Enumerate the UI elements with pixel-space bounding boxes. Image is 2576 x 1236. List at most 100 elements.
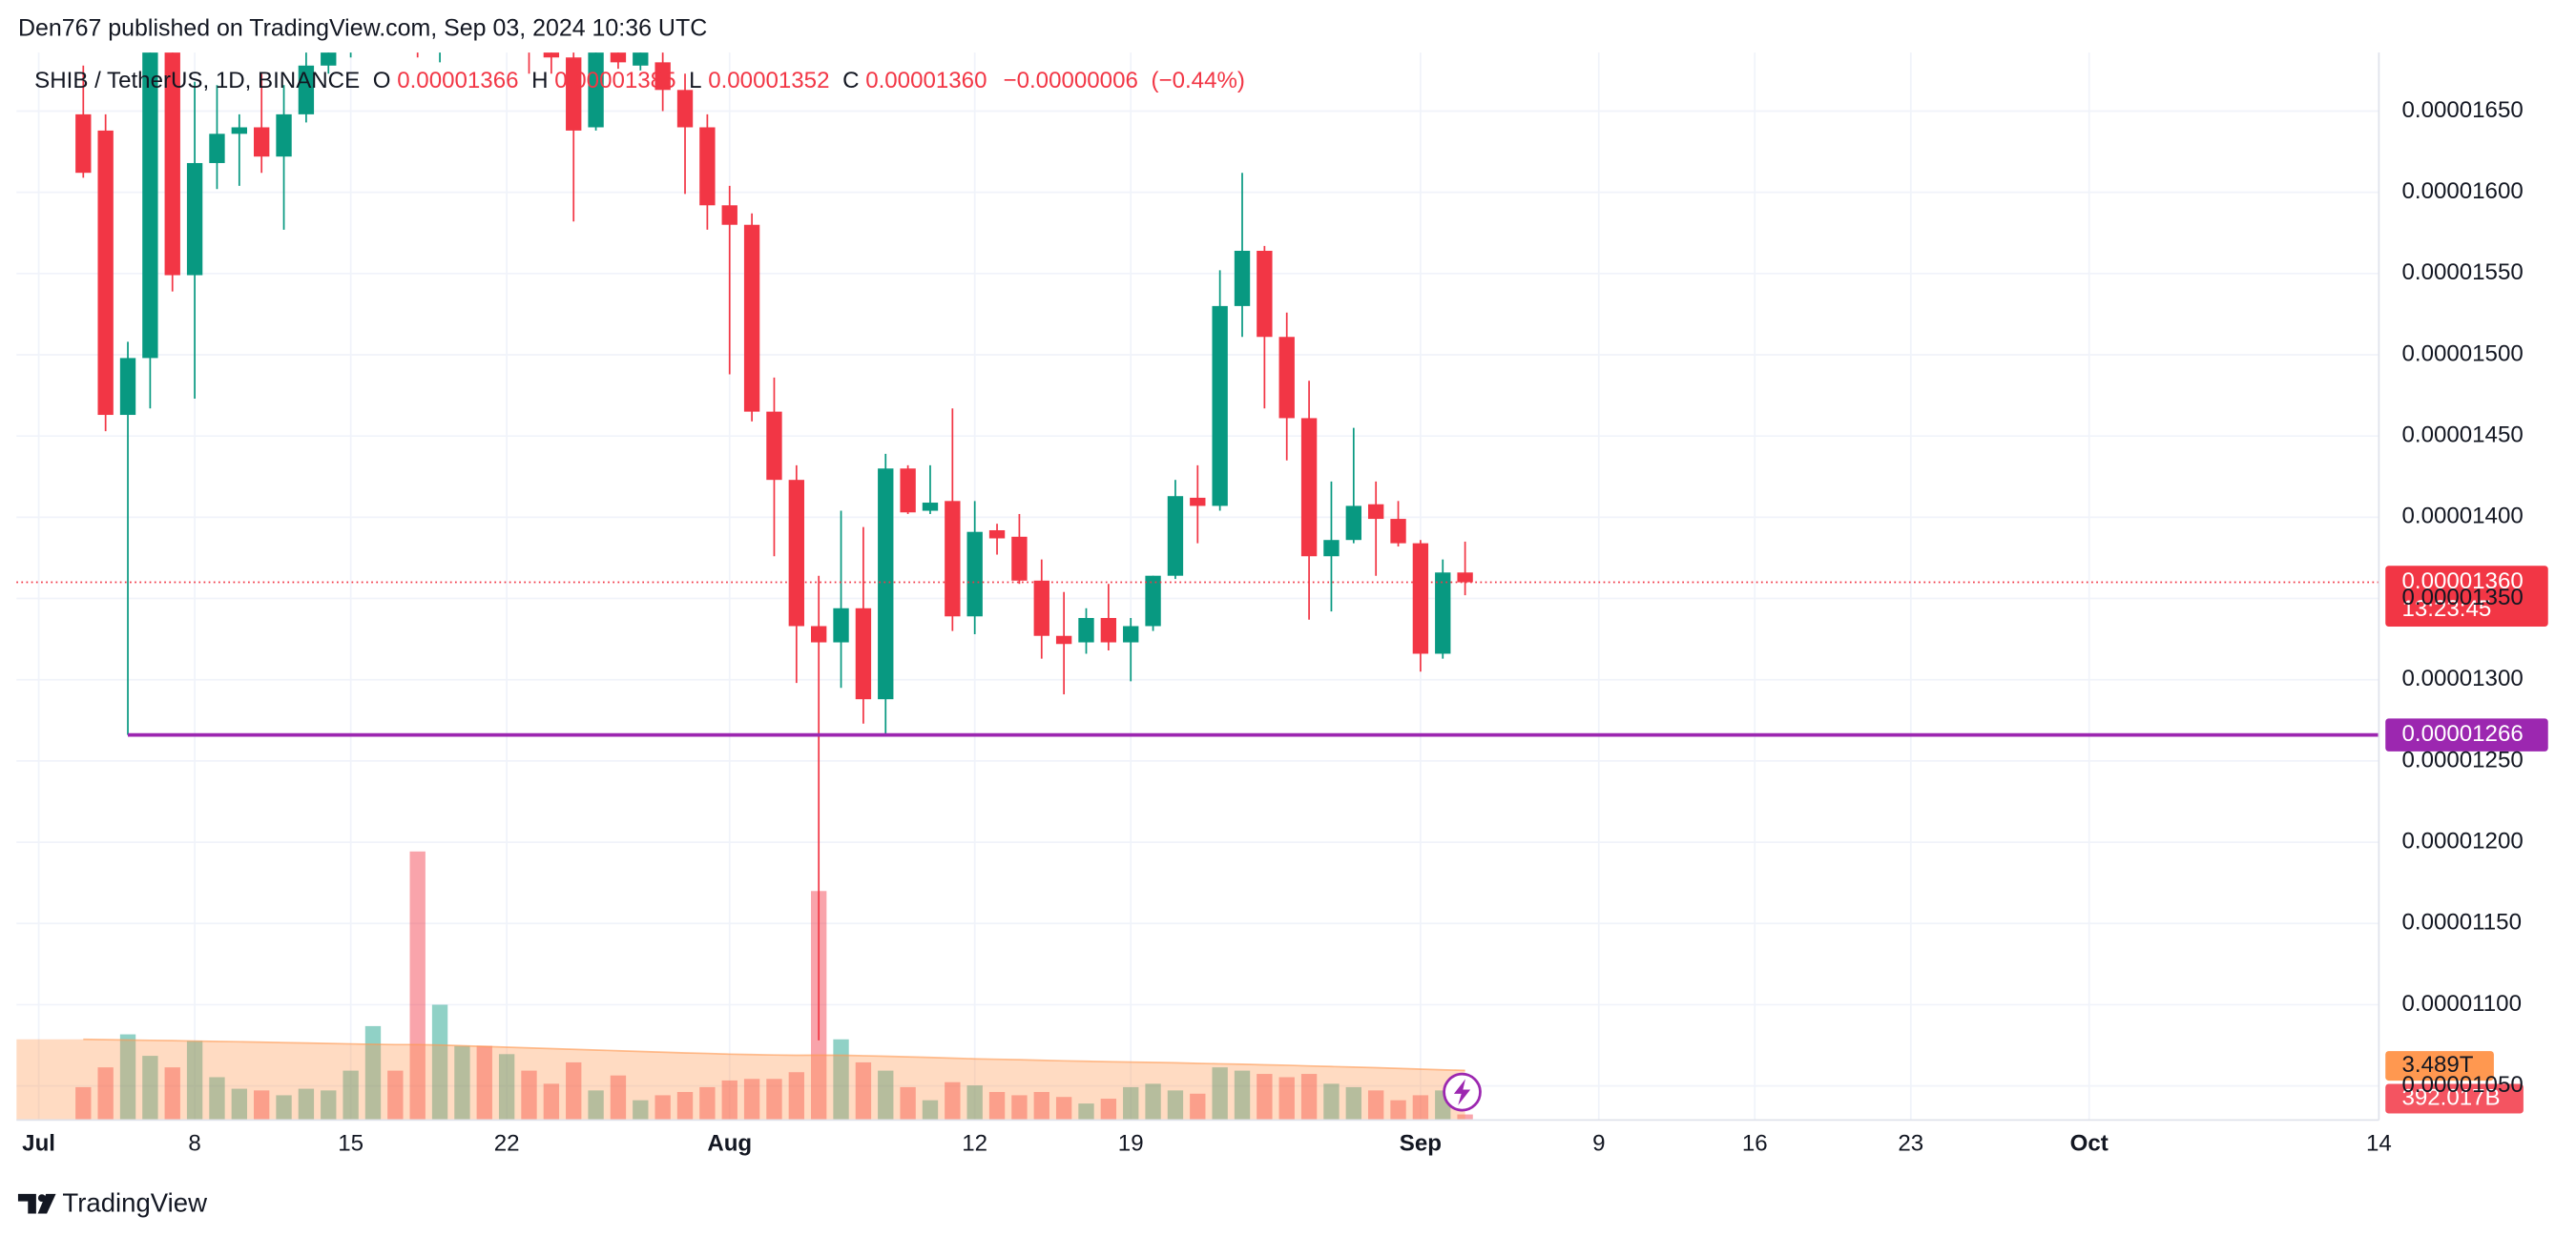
candle-body <box>75 113 92 174</box>
candle-body <box>699 127 716 206</box>
y-tick-label: 0.00001450 <box>2401 422 2523 448</box>
volume-bar <box>1300 1074 1318 1121</box>
volume-bar <box>721 1080 737 1121</box>
candle-body <box>743 224 760 412</box>
open-value: 0.00001366 <box>397 68 518 93</box>
change-value: −0.00000006 <box>1004 68 1138 93</box>
low-label: L <box>689 68 701 93</box>
volume-bar <box>743 1079 760 1121</box>
y-tick-label: 0.00001400 <box>2401 504 2523 529</box>
volume-bar <box>1212 1067 1228 1121</box>
candle-body <box>766 411 782 481</box>
candle-body <box>610 52 627 63</box>
candle-body <box>97 130 114 416</box>
candle-body <box>654 62 671 91</box>
candle-body <box>1212 305 1228 506</box>
candle-body <box>833 608 849 643</box>
y-tick-label: 0.00001500 <box>2401 340 2523 366</box>
grid <box>16 52 2380 1121</box>
volume-bar <box>276 1095 292 1121</box>
volume-bar <box>164 1067 180 1121</box>
symbol: SHIB / TetherUS, 1D, BINANCE <box>34 68 360 93</box>
volume-bar <box>1345 1086 1361 1121</box>
volume-bar <box>1145 1083 1161 1121</box>
candle-body <box>1123 626 1139 643</box>
candle-body <box>1257 250 1273 338</box>
candle-body <box>1234 250 1251 306</box>
candle-body <box>186 162 203 276</box>
volume-bar <box>142 1056 158 1121</box>
candle-body <box>119 358 136 416</box>
volume-bar <box>633 1100 649 1121</box>
low-value: 0.00001352 <box>708 68 829 93</box>
volume-bar <box>1457 1114 1473 1121</box>
candle-body <box>855 608 872 700</box>
candle-body <box>922 503 939 511</box>
volume-bar <box>588 1090 604 1121</box>
volume-bar <box>97 1067 114 1121</box>
y-tick-label: 0.00001250 <box>2401 747 2523 772</box>
footer-brand: TradingView <box>62 1187 207 1217</box>
candle-body <box>810 626 827 643</box>
candle-body <box>1278 337 1295 419</box>
logo-t <box>17 1193 36 1214</box>
lightning-bolt <box>1453 1079 1471 1105</box>
volume-bar <box>343 1070 359 1121</box>
volume-bar <box>855 1061 872 1121</box>
y-tick-label: 0.00001300 <box>2401 666 2523 691</box>
candle-body <box>633 52 649 66</box>
y-tick-label: 0.00001600 <box>2401 178 2523 204</box>
candle-body <box>1323 540 1340 557</box>
candle-body <box>1435 572 1451 654</box>
x-tick-label: 23 <box>1898 1131 1923 1157</box>
volume-bar <box>610 1075 627 1121</box>
volume-bar <box>521 1070 537 1121</box>
x-tick-label: 22 <box>494 1131 520 1157</box>
candle-body <box>1345 505 1361 541</box>
countdown-label: 13:23:45 <box>2401 596 2491 622</box>
candle-body <box>1078 617 1094 643</box>
volume-bar <box>676 1091 694 1121</box>
volume-ma-line <box>83 1038 1465 1072</box>
candle-body <box>1055 635 1072 645</box>
volume-badge <box>2385 1083 2524 1114</box>
volume-bar <box>833 1039 849 1121</box>
y-tick-label: 0.00001200 <box>2401 828 2523 854</box>
high-label: H <box>531 68 548 93</box>
x-tick-label: 14 <box>2366 1131 2392 1157</box>
volume-bar <box>566 1061 582 1121</box>
y-tick-label: 0.00001650 <box>2401 97 2523 123</box>
candle-body <box>721 205 737 225</box>
volume-bar <box>1011 1095 1028 1121</box>
volume-bar <box>1123 1086 1139 1121</box>
volume-bar <box>209 1077 225 1121</box>
volume-bar <box>1257 1074 1273 1121</box>
last-price-badge <box>2385 566 2548 627</box>
x-tick-label: 8 <box>188 1131 200 1157</box>
logo-v <box>37 1193 56 1214</box>
volume-bar <box>409 851 426 1121</box>
volume-bar <box>966 1085 983 1121</box>
tradingview-logo <box>17 1193 56 1214</box>
candle-body <box>543 52 560 58</box>
x-tick-label: 16 <box>1742 1131 1768 1157</box>
support-label: 0.00001266 <box>2401 721 2523 747</box>
lightning-icon[interactable] <box>1443 1072 1482 1112</box>
candle-body <box>1145 575 1161 627</box>
volume-bar <box>543 1083 560 1121</box>
symbol-legend: SHIB / TetherUS, 1D, BINANCE O 0.0000136… <box>34 68 1245 93</box>
volume-bar <box>900 1086 916 1121</box>
candle-body <box>788 480 804 627</box>
volume-bar <box>1100 1099 1117 1121</box>
volume-bar <box>1190 1093 1206 1121</box>
publisher-header: Den767 published on TradingView.com, Sep… <box>18 15 707 42</box>
x-tick-label: 12 <box>962 1131 987 1157</box>
volume-bar <box>766 1079 782 1121</box>
close-value: 0.00001360 <box>865 68 987 93</box>
volume-bar <box>1078 1103 1094 1121</box>
candle-body <box>988 529 1006 539</box>
x-tick-label: Aug <box>707 1131 752 1157</box>
close-label: C <box>842 68 859 93</box>
volume-bar <box>878 1070 894 1121</box>
